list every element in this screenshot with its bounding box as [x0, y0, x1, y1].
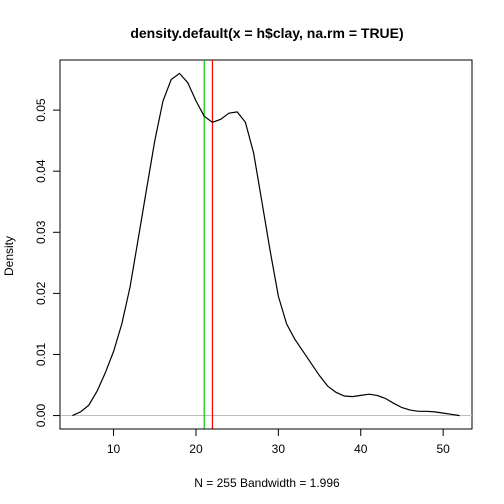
y-tick-label: 0.04	[34, 159, 48, 183]
y-tick-label: 0.02	[34, 281, 48, 305]
y-tick-label: 0.05	[34, 98, 48, 122]
x-axis-label: N = 255 Bandwidth = 1.996	[194, 476, 340, 490]
y-axis-label: Density	[2, 236, 16, 276]
y-tick-label: 0.01	[34, 342, 48, 366]
x-tick-label: 10	[107, 442, 121, 456]
x-axis: 10 20 30 40 50	[107, 428, 450, 456]
x-tick-label: 20	[189, 442, 203, 456]
x-tick-label: 50	[436, 442, 450, 456]
chart-title: density.default(x = h$clay, na.rm = TRUE…	[130, 25, 403, 41]
x-tick-label: 30	[272, 442, 286, 456]
y-tick-label: 0.03	[34, 220, 48, 244]
plot-region	[59, 59, 473, 430]
y-tick-label: 0.00	[34, 404, 48, 428]
density-curve	[72, 72, 460, 417]
y-axis: 0.00 0.01 0.02 0.03 0.04 0.05	[34, 98, 61, 428]
plot-box	[59, 59, 473, 430]
x-tick-label: 40	[354, 442, 368, 456]
